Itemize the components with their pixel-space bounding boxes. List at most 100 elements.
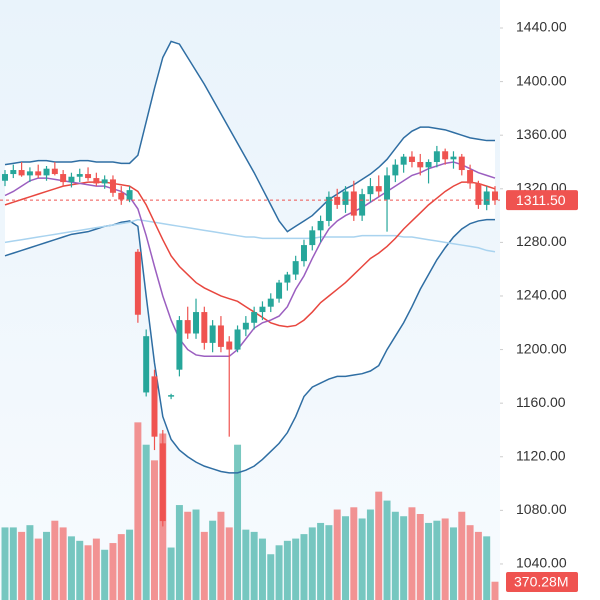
candle-body	[284, 274, 291, 283]
candle-body	[193, 312, 200, 334]
volume-bar	[474, 531, 482, 600]
band-line	[4, 218, 495, 474]
candle-body	[359, 194, 366, 216]
candle-body	[134, 251, 141, 315]
candle-body	[68, 176, 75, 183]
volume-bar	[400, 516, 408, 600]
volume-bar	[34, 538, 42, 600]
volume-bar	[234, 444, 242, 600]
volume-bar	[283, 540, 291, 600]
candle-body	[408, 156, 415, 162]
volume-bar	[1, 527, 9, 600]
volume-bar	[375, 491, 383, 600]
candle-body	[226, 341, 233, 350]
volume-bar	[217, 511, 225, 600]
volume-bar	[242, 529, 250, 600]
volume-bar	[300, 534, 308, 600]
volume-bar	[9, 527, 17, 600]
volume-bar	[184, 511, 192, 600]
y-tick-label: 1160.00	[516, 394, 566, 410]
axis-layer: 1040.00 1080.00 1120.00 1160.00 1200.00 1240.…	[0, 19, 578, 592]
candle-body	[433, 151, 440, 162]
candle-body	[168, 395, 175, 397]
candle-body	[400, 156, 407, 165]
candle-body	[126, 190, 133, 200]
last-price-label: 1311.50	[516, 192, 566, 208]
candle-body	[350, 191, 357, 216]
candle-body	[209, 325, 216, 343]
volume-bar	[408, 507, 416, 600]
volume-bar	[258, 538, 266, 600]
volume-bar	[325, 525, 333, 600]
volume-bar	[350, 507, 358, 600]
volume-bar	[134, 422, 142, 600]
candle-body	[425, 161, 432, 168]
indicator-line	[4, 218, 496, 253]
candle-body	[267, 298, 274, 307]
volume-bar	[92, 538, 100, 600]
candle-body	[475, 183, 482, 205]
volume-bar	[67, 536, 75, 600]
candle-body	[184, 320, 191, 334]
last-volume-tag	[506, 572, 578, 592]
candle-layer	[2, 145, 498, 527]
y-tick-label: 1040.00	[516, 555, 567, 571]
volume-bar	[267, 554, 275, 600]
candle-body	[159, 443, 166, 522]
volume-bar	[449, 527, 457, 600]
volume-bar	[84, 545, 92, 600]
candle-body	[10, 170, 17, 175]
volume-bar	[308, 527, 316, 600]
volume-bar	[142, 444, 150, 600]
candle-body	[417, 161, 424, 168]
volume-bar	[101, 549, 109, 600]
volume-bar	[26, 525, 34, 600]
volume-bar	[333, 509, 341, 600]
candle-body	[201, 312, 208, 343]
volume-bar	[209, 520, 217, 600]
y-tick-label: 1440.00	[516, 19, 567, 35]
volume-bar	[109, 543, 117, 600]
candle-body	[234, 329, 241, 350]
candle-body	[367, 186, 374, 195]
candle-body	[300, 245, 307, 262]
candle-body	[151, 376, 158, 437]
candle-body	[76, 174, 83, 177]
volume-bar	[167, 547, 175, 600]
candle-body	[18, 170, 25, 176]
y-tick-label: 1200.00	[516, 340, 567, 356]
volume-bar	[18, 531, 26, 600]
candle-body	[483, 191, 490, 205]
candle-body	[334, 196, 341, 205]
candle-body	[176, 320, 183, 370]
volume-bar	[151, 460, 158, 600]
candle-body	[242, 322, 249, 330]
volume-bar	[43, 531, 51, 600]
band-fill	[5, 41, 495, 473]
volume-bar	[425, 522, 433, 600]
volume-bar	[275, 545, 283, 600]
candle-body	[85, 174, 92, 179]
volume-bar	[317, 522, 325, 600]
indicator-line	[4, 181, 496, 328]
volume-bar	[416, 514, 424, 600]
candle-body	[143, 336, 150, 393]
candle-body	[118, 192, 125, 200]
last-price-tag	[506, 190, 578, 211]
candle-body	[276, 282, 283, 299]
volume-bar	[491, 581, 499, 600]
candle-body	[51, 168, 58, 175]
y-tick-label: 1360.00	[516, 126, 567, 142]
candle-body	[60, 174, 67, 183]
y-tick-label: 1120.00	[516, 447, 566, 463]
last-volume-label: 370.28M	[514, 574, 568, 590]
volume-bar	[76, 540, 84, 600]
candle-body	[43, 168, 50, 176]
indicator-layer	[4, 40, 496, 474]
candle-body	[467, 170, 474, 184]
band-line	[4, 40, 495, 233]
volume-bar	[483, 536, 491, 600]
volume-bar	[200, 531, 208, 600]
